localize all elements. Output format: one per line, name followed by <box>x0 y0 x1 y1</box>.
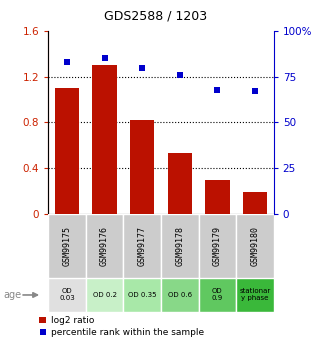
Bar <box>86 214 123 278</box>
Bar <box>236 278 274 312</box>
Text: age: age <box>3 290 21 300</box>
Bar <box>123 214 161 278</box>
Text: OD
0.9: OD 0.9 <box>212 288 223 302</box>
Bar <box>86 278 123 312</box>
Bar <box>168 153 192 214</box>
Bar <box>161 278 198 312</box>
Bar <box>236 214 274 278</box>
Bar <box>198 214 236 278</box>
Bar <box>205 180 230 214</box>
Bar <box>243 192 267 214</box>
Bar <box>130 120 154 214</box>
Text: GDS2588 / 1203: GDS2588 / 1203 <box>104 9 207 22</box>
Bar <box>123 278 161 312</box>
Bar <box>161 214 198 278</box>
Bar <box>198 278 236 312</box>
Text: GSM99180: GSM99180 <box>250 226 259 266</box>
Text: GSM99178: GSM99178 <box>175 226 184 266</box>
Text: OD 0.35: OD 0.35 <box>128 292 156 298</box>
Bar <box>48 278 86 312</box>
Bar <box>92 65 117 214</box>
Text: OD
0.03: OD 0.03 <box>59 288 75 302</box>
Text: OD 0.2: OD 0.2 <box>93 292 117 298</box>
Text: GSM99176: GSM99176 <box>100 226 109 266</box>
Bar <box>48 214 86 278</box>
Bar <box>55 88 79 214</box>
Text: stationar
y phase: stationar y phase <box>239 288 271 302</box>
Text: GSM99175: GSM99175 <box>63 226 72 266</box>
Text: OD 0.6: OD 0.6 <box>168 292 192 298</box>
Text: GSM99179: GSM99179 <box>213 226 222 266</box>
Text: GSM99177: GSM99177 <box>138 226 147 266</box>
Legend: log2 ratio, percentile rank within the sample: log2 ratio, percentile rank within the s… <box>36 313 208 341</box>
